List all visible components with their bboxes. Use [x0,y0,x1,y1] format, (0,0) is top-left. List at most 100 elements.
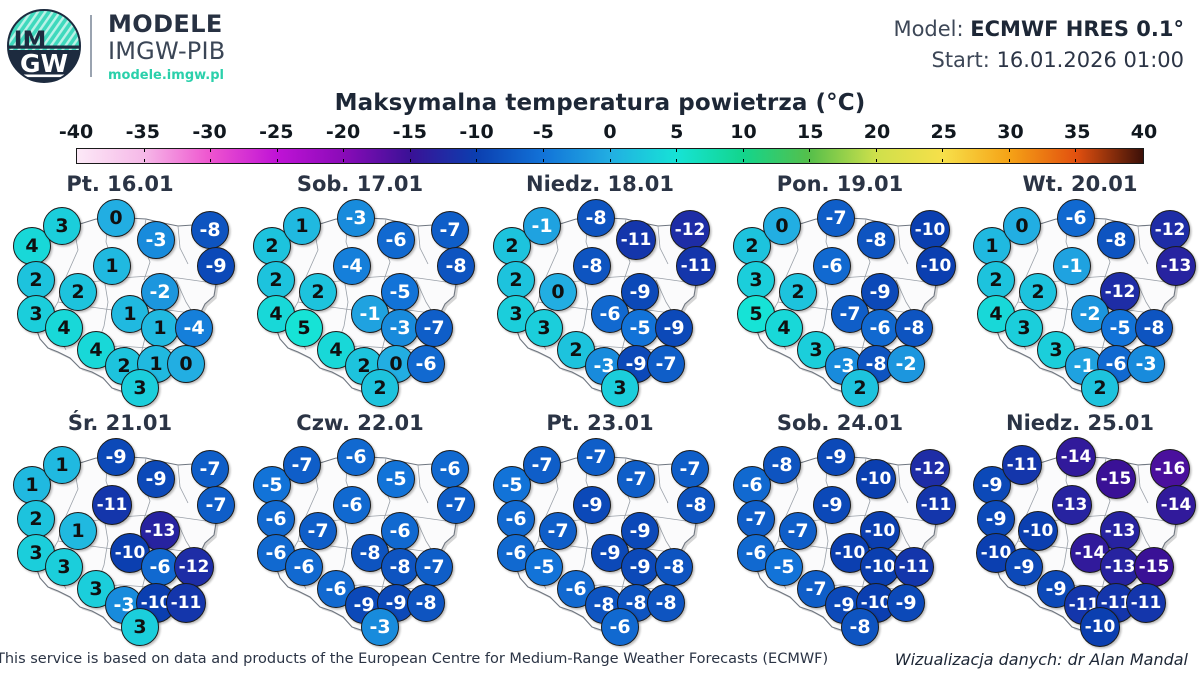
temperature-bubble: -7 [647,345,685,383]
temperature-bubble: -7 [577,438,615,476]
temperature-bubble: 4 [45,309,83,347]
temperature-bubble: -4 [175,309,213,347]
temperature-bubble: -3 [361,608,399,646]
temperature-bubble: -10 [1080,607,1120,647]
temperature-bubble: -7 [617,460,655,498]
temperature-bubble: 1 [43,446,81,484]
temperature-bubble: -7 [523,446,561,484]
colorbar-tick--35: -35 [125,121,160,143]
svg-text:GW: GW [20,49,68,78]
temperature-bubble: -12 [670,210,710,250]
temperature-bubble: -3 [381,309,419,347]
brand-text: MODELE IMGW-PIB modele.imgw.pl [108,10,225,82]
forecast-panel-25.01: Niedz. 25.01 -9 -11 -14 -15 -16 -14 -13 -9 -10 -13… [960,411,1200,650]
temperature-bubble: -7 [431,211,469,249]
temperature-bubble: -8 [437,247,475,285]
temperature-bubble: -10 [860,511,900,551]
colorbar-tick-5: 5 [670,121,684,143]
temperature-bubble: -5 [525,548,563,586]
temperature-bubble: -14 [1156,485,1196,525]
temperature-bubble: -11 [1126,583,1166,623]
temperature-bubble: -1 [1053,247,1091,285]
forecast-panel-24.01: Sob. 24.01 -6 -8 -9 -10 -12 -11 -9 -7 -7 -10 -6 -10-… [720,411,960,650]
temperature-bubble: -9 [817,438,855,476]
temperature-bubble: -5 [381,273,419,311]
temperature-bubble: 3 [737,261,775,299]
colorbar-separator [942,149,944,163]
temperature-bubble: -7 [539,512,577,550]
temperature-bubble: -7 [737,500,775,538]
temperature-bubble: -6 [377,221,415,259]
temperature-bubble: -11 [894,547,934,587]
temperature-bubble: -9 [813,486,851,524]
temperature-bubble: -9 [137,460,175,498]
temperature-bubble: 3 [601,369,639,407]
temperature-bubble: -8 [381,548,419,586]
temperature-bubble: 0 [1003,207,1041,245]
panel-title: Niedz. 25.01 [1006,411,1154,435]
footer-attribution: This service is based on data and produc… [0,651,829,667]
poland-map: 1 1 -9 -9 -7 -7 -11 2 1 -13 3 -10 3 -6 -12 3 -3 -10 -11 3 [0,437,240,650]
temperature-bubble: -8 [1135,309,1173,347]
colorbar-separator [1008,149,1010,163]
temperature-bubble: -7 [191,450,229,488]
temperature-bubble: -8 [351,534,389,572]
temperature-bubble: -7 [671,450,709,488]
model-label: Model: [893,17,964,41]
temperature-bubble: -8 [895,309,933,347]
temperature-bubble: -6 [497,534,535,572]
colorbar-tick-10: 10 [730,121,757,143]
temperature-bubble: 4 [977,295,1015,333]
temperature-bubble: -9 [977,500,1015,538]
temperature-bubble: -11 [92,485,132,525]
temperature-bubble: -8 [191,211,229,249]
footer-author: Wizualizacja danych: dr Alan Mandal [894,650,1188,669]
temperature-bubble: -10 [1018,511,1058,551]
temperature-bubble: -6 [141,548,179,586]
colorbar-tick--40: -40 [58,121,94,143]
temperature-bubble: -13 [1052,485,1092,525]
temperature-bubble: -9 [573,486,611,524]
temperature-bubble: -3 [337,199,375,237]
colorbar-tick--15: -15 [392,121,427,143]
temperature-bubble: 3 [121,608,159,646]
temperature-bubble: -1 [351,295,389,333]
temperature-bubble: 0 [167,345,205,383]
temperature-bubble: -11 [916,485,956,525]
poland-map: -9 -11 -14 -15 -16 -14 -13 -9 -10 -13 -10 -14 -9 -13-… [960,437,1200,650]
brand-url[interactable]: modele.imgw.pl [108,68,224,83]
temperature-bubble: -5 [1101,309,1139,347]
temperature-bubble: -11 [616,220,656,260]
colorbar-tick-0: 0 [603,121,617,143]
temperature-bubble: -10 [856,459,896,499]
temperature-bubble: -7 [197,486,235,524]
colorbar-tick-30: 30 [997,121,1024,143]
temperature-bubble: 2 [1019,273,1057,311]
temperature-bubble: -5 [621,309,659,347]
temperature-bubble: 2 [977,261,1015,299]
temperature-bubble: 3 [45,548,83,586]
temperature-bubble: 2 [779,273,817,311]
temperature-bubble: -3 [137,221,175,259]
temperature-bubble: 2 [361,369,399,407]
brand-divider [90,15,92,77]
temperature-bubble: 5 [285,309,323,347]
poland-map: 2 0 -7 -8 -10 -10 -6 3 2 -9 5 -7 4 -6 -8 3 -3 -8 -2 2 [720,198,960,411]
forecast-panel-19.01: Pon. 19.01 2 0 -7 -8 -10 -10 -6 3 2 -9 5 -7 4 -6 -8 3 -3-… [720,172,960,411]
panel-title: Pt. 16.01 [66,172,174,196]
panel-title: Wt. 20.01 [1022,172,1138,196]
temperature-bubble: 1 [59,512,97,550]
temperature-bubble: 1 [141,309,179,347]
colorbar [76,148,1144,164]
panel-title: Sob. 24.01 [776,411,904,435]
temperature-bubble: 2 [257,261,295,299]
model-metadata: Model: ECMWF HRES 0.1° Start: 16.01.2026… [893,14,1184,76]
temperature-bubble: 0 [763,207,801,245]
start-row: Start: 16.01.2026 01:00 [893,45,1184,76]
temperature-bubble: -11 [676,246,716,286]
model-row: Model: ECMWF HRES 0.1° [893,14,1184,45]
temperature-bubble: -9 [887,584,925,622]
temperature-bubble: 1 [283,207,321,245]
temperature-bubble: 3 [1005,309,1043,347]
temperature-bubble: -8 [655,548,693,586]
